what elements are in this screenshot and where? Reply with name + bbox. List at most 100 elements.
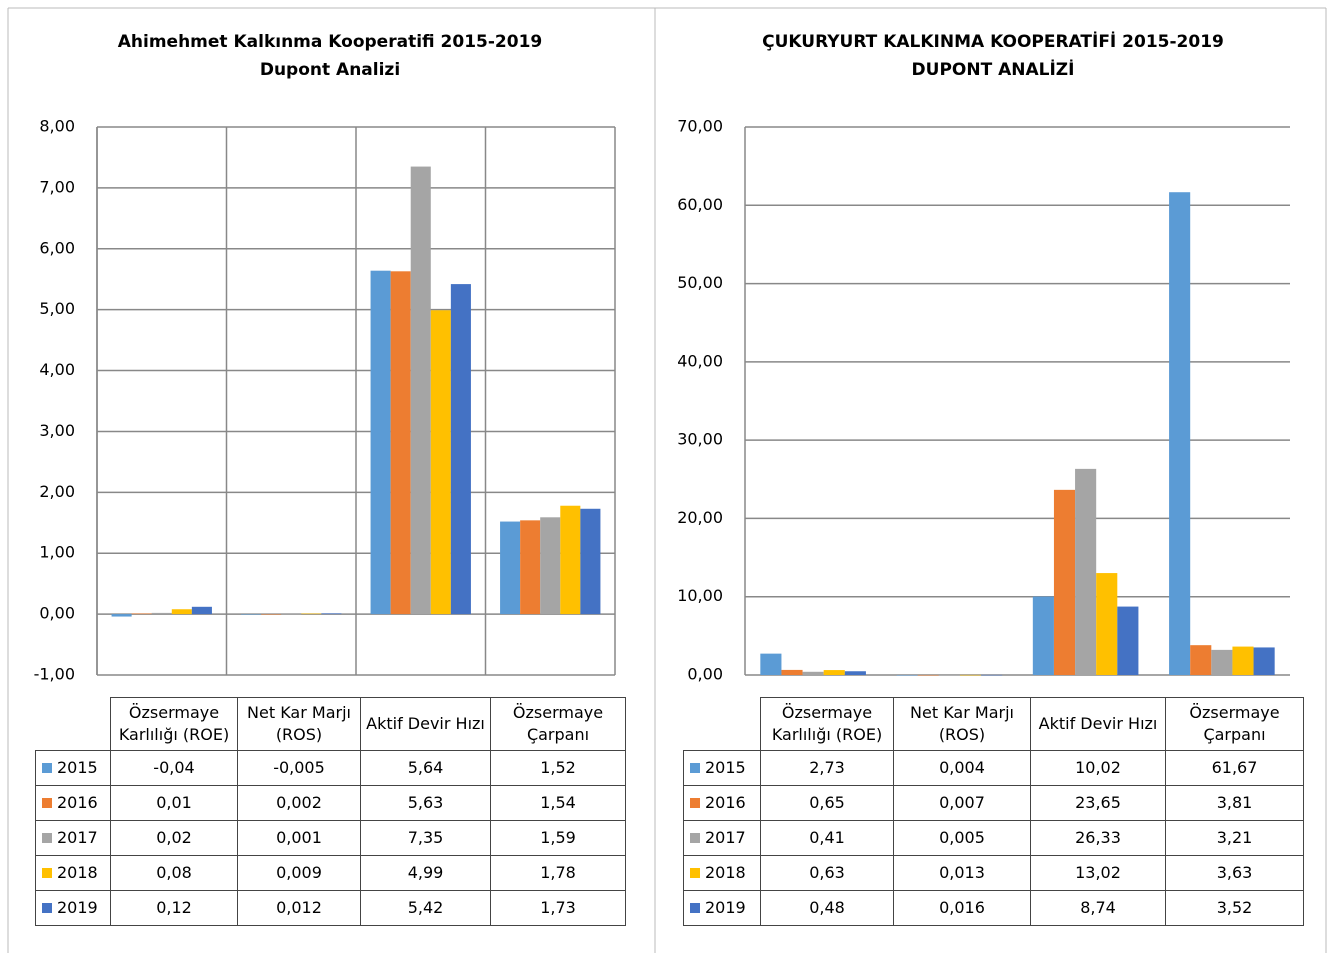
- bar: [781, 669, 803, 675]
- bar: [760, 653, 782, 675]
- bar: [281, 614, 302, 615]
- value-cell: 0,41: [760, 820, 894, 856]
- y-tick-label: 20,00: [677, 508, 723, 527]
- category-header: Net Kar Marjı (ROS): [237, 697, 361, 751]
- bar: [1117, 606, 1139, 675]
- category-header: Özsermaye Çarpanı: [490, 697, 626, 751]
- chart-title: Ahimehmet Kalkınma Kooperatifi 2015-2019: [118, 32, 542, 52]
- bar: [896, 674, 918, 676]
- header-row: Özsermaye Karlılığı (ROE) Net Kar Marjı (…: [684, 697, 1304, 751]
- y-tick-label: 8,00: [39, 117, 75, 136]
- data-row: 2018 0,08 0,009 4,99 1,78: [35, 855, 626, 891]
- bar: [938, 674, 960, 676]
- y-tick-label: 7,00: [39, 177, 75, 196]
- legend-swatch: [690, 763, 700, 773]
- legend-swatch: [42, 763, 52, 773]
- legend-swatch: [42, 833, 52, 843]
- category-header: Net Kar Marjı (ROS): [893, 697, 1031, 751]
- data-table: Özsermaye Karlılığı (ROE) Net Kar Marjı (…: [683, 697, 1304, 926]
- legend-label: 2015: [57, 758, 98, 777]
- bar: [131, 613, 152, 615]
- bar: [410, 166, 431, 615]
- bar: [241, 614, 262, 615]
- legend-label: 2018: [705, 863, 746, 882]
- legend-label: 2018: [57, 863, 98, 882]
- data-row: 2015 2,73 0,004 10,02 61,67: [683, 750, 1304, 786]
- value-cell: 4,99: [360, 855, 491, 891]
- legend-cell: 2017: [683, 820, 761, 856]
- bar: [1232, 646, 1254, 675]
- value-cell: 0,01: [110, 785, 238, 821]
- bar: [1169, 192, 1191, 675]
- value-cell: 1,54: [490, 785, 626, 821]
- bar: [540, 517, 561, 615]
- data-row: 2016 0,01 0,002 5,63 1,54: [35, 785, 626, 821]
- value-cell: 61,67: [1165, 750, 1304, 786]
- y-tick-label: 2,00: [39, 482, 75, 501]
- y-tick-label: 60,00: [677, 195, 723, 214]
- bar: [1096, 573, 1118, 675]
- legend-label: 2019: [705, 898, 746, 917]
- category-header: Aktif Devir Hızı: [360, 697, 491, 751]
- value-cell: 0,65: [760, 785, 894, 821]
- data-row: 2016 0,65 0,007 23,65 3,81: [683, 785, 1304, 821]
- data-row: 2019 0,48 0,016 8,74 3,52: [683, 890, 1304, 926]
- bar: [321, 613, 342, 615]
- y-tick-label: 5,00: [39, 299, 75, 318]
- value-cell: 13,02: [1030, 855, 1166, 891]
- chart-title: DUPONT ANALİZİ: [912, 58, 1075, 80]
- y-tick-label: -1,00: [34, 665, 75, 684]
- category-header: Özsermaye Karlılığı (ROE): [760, 697, 894, 751]
- value-cell: 3,81: [1165, 785, 1304, 821]
- chart-title: Dupont Analizi: [260, 60, 400, 80]
- bar: [191, 606, 212, 615]
- legend-label: 2015: [705, 758, 746, 777]
- value-cell: 5,64: [360, 750, 491, 786]
- value-cell: 0,016: [893, 890, 1031, 926]
- header-row: Özsermaye Karlılığı (ROE) Net Kar Marjı (…: [36, 697, 626, 751]
- legend-swatch: [690, 833, 700, 843]
- legend-cell: 2018: [35, 855, 111, 891]
- legend-label: 2016: [57, 793, 98, 812]
- legend-swatch: [42, 798, 52, 808]
- category-header: Özsermaye Karlılığı (ROE): [110, 697, 238, 751]
- bar: [450, 284, 471, 615]
- legend-swatch: [690, 903, 700, 913]
- bar: [430, 310, 451, 615]
- bar: [959, 674, 982, 676]
- legend-cell: 2016: [683, 785, 761, 821]
- value-cell: 0,12: [110, 890, 238, 926]
- legend-cell: 2015: [683, 750, 761, 786]
- data-row: 2017 0,02 0,001 7,35 1,59: [35, 820, 626, 856]
- y-tick-label: 50,00: [677, 273, 723, 292]
- value-cell: 2,73: [760, 750, 894, 786]
- data-row: 2017 0,41 0,005 26,33 3,21: [683, 820, 1304, 856]
- legend-cell: 2019: [35, 890, 111, 926]
- value-cell: 3,63: [1165, 855, 1304, 891]
- bar: [151, 612, 172, 615]
- value-cell: 5,42: [360, 890, 491, 926]
- chart-title: ÇUKURYURT KALKINMA KOOPERATİFİ 2015-2019: [762, 30, 1224, 52]
- value-cell: 0,005: [893, 820, 1031, 856]
- legend-cell: 2018: [683, 855, 761, 891]
- bar: [390, 271, 411, 615]
- bar: [981, 674, 1003, 676]
- legend-label: 2019: [57, 898, 98, 917]
- data-table: Özsermaye Karlılığı (ROE) Net Kar Marjı (…: [35, 697, 626, 926]
- legend-swatch: [42, 903, 52, 913]
- y-tick-label: 40,00: [677, 351, 723, 370]
- value-cell: 0,012: [237, 890, 361, 926]
- value-cell: 10,02: [1030, 750, 1166, 786]
- bar: [823, 670, 845, 675]
- legend-label: 2016: [705, 793, 746, 812]
- bar: [1053, 489, 1076, 675]
- value-cell: 8,74: [1030, 890, 1166, 926]
- y-tick-label: 4,00: [39, 360, 75, 379]
- value-cell: 0,004: [893, 750, 1031, 786]
- data-row: 2018 0,63 0,013 13,02 3,63: [683, 855, 1304, 891]
- data-row: 2015 -0,04 -0,005 5,64 1,52: [35, 750, 626, 786]
- value-cell: 0,013: [893, 855, 1031, 891]
- bar: [580, 508, 601, 615]
- y-tick-label: 70,00: [677, 117, 723, 136]
